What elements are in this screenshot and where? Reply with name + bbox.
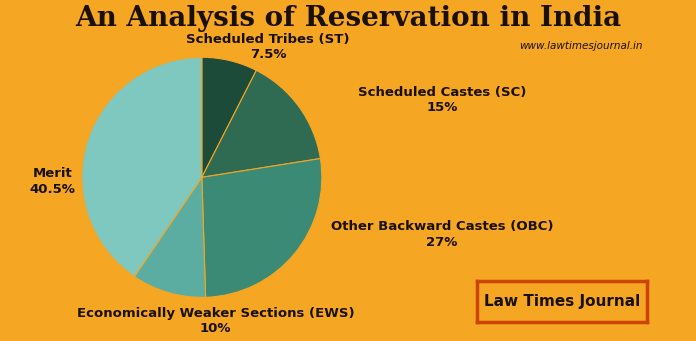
Wedge shape xyxy=(202,57,256,177)
Text: 27%: 27% xyxy=(426,236,458,249)
Text: Law Times Journal: Law Times Journal xyxy=(484,294,640,309)
Text: 40.5%: 40.5% xyxy=(29,183,75,196)
Wedge shape xyxy=(202,159,322,297)
Wedge shape xyxy=(134,177,205,297)
Wedge shape xyxy=(202,70,320,177)
Text: Merit: Merit xyxy=(32,167,72,180)
Text: 10%: 10% xyxy=(200,322,232,335)
Text: 7.5%: 7.5% xyxy=(250,48,286,61)
Text: An Analysis of Reservation in India: An Analysis of Reservation in India xyxy=(75,5,621,32)
Wedge shape xyxy=(82,57,202,277)
Text: Scheduled Tribes (ST): Scheduled Tribes (ST) xyxy=(187,33,349,46)
Text: www.lawtimesjournal.in: www.lawtimesjournal.in xyxy=(519,41,643,51)
Text: 15%: 15% xyxy=(426,101,458,114)
Text: Economically Weaker Sections (EWS): Economically Weaker Sections (EWS) xyxy=(77,307,354,320)
Text: Scheduled Castes (SC): Scheduled Castes (SC) xyxy=(358,86,526,99)
Text: Other Backward Castes (OBC): Other Backward Castes (OBC) xyxy=(331,220,553,233)
